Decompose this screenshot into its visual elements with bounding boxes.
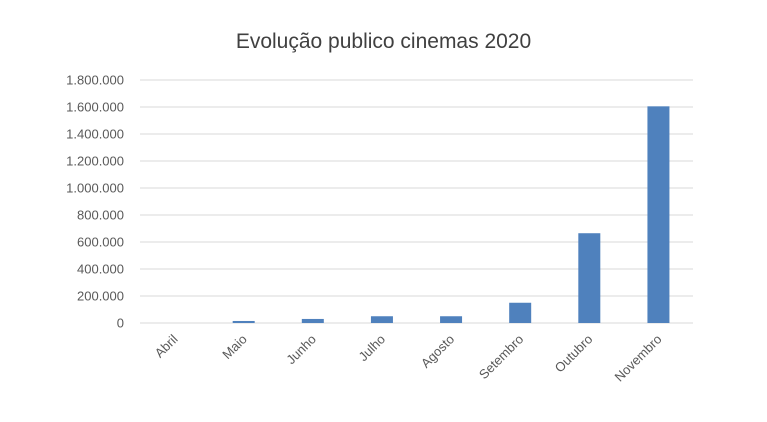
y-tick-label: 600.000 [77,235,124,250]
bar-agosto [440,316,462,323]
bar-julho [371,316,393,323]
bar-outubro [578,233,600,323]
x-tick-label: Outubro [552,332,596,376]
y-axis-ticks: 0 200.000 400.000 600.000 800.000 1.000.000 1.… [66,73,124,331]
y-tick-label: 0 [117,316,124,331]
x-tick-label: Novembro [612,332,665,385]
bar-setembro [509,303,531,323]
y-tick-label: 1.000.000 [66,181,124,196]
bar-novembro [647,106,669,323]
gridlines [140,80,693,323]
y-tick-label: 400.000 [77,262,124,277]
y-tick-label: 1.200.000 [66,154,124,169]
x-tick-label: Junho [283,332,319,368]
x-axis-ticks: Abril Maio Junho Julho Agosto Setembro Outubro… [152,331,665,384]
y-tick-label: 200.000 [77,289,124,304]
bar-maio [233,321,255,323]
bar-junho [302,319,324,323]
y-tick-label: 1.600.000 [66,100,124,115]
x-tick-label: Agosto [418,332,457,371]
x-tick-label: Abril [152,331,181,360]
x-tick-label: Julho [355,332,388,365]
x-tick-label: Setembro [476,332,526,382]
y-tick-label: 1.800.000 [66,73,124,88]
x-tick-label: Maio [219,332,250,363]
y-tick-label: 1.400.000 [66,127,124,142]
y-tick-label: 800.000 [77,208,124,223]
